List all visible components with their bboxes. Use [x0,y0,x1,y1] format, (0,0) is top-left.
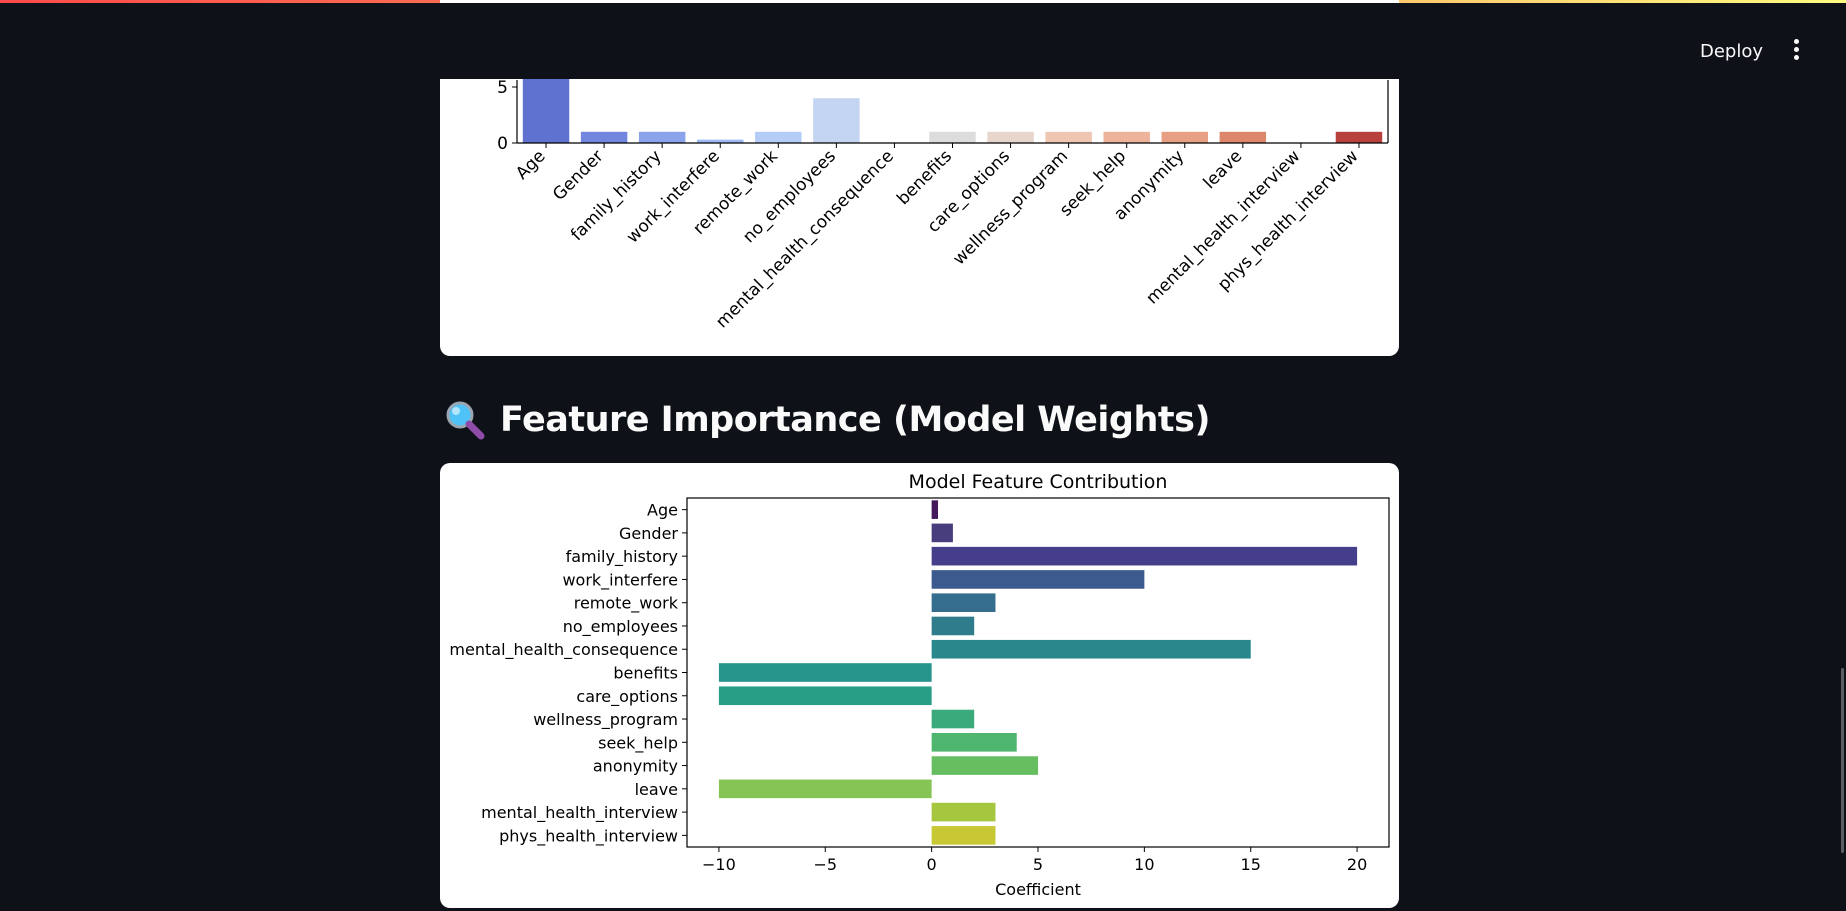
x-tick-label: wellness_program [949,146,1072,269]
bar-phys_health_interview [931,826,996,845]
bar-mental_health_interview [931,802,996,822]
y-tick-label: care_options [576,687,678,707]
x-tick-label: 0 [927,855,937,874]
bar-leave [1219,131,1267,143]
app-header: Deploy [0,3,1846,79]
bar-Gender [931,523,953,543]
y-tick-label: 5 [497,78,508,98]
x-tick-label: −5 [813,855,837,874]
x-tick-label: −10 [702,855,736,874]
bar-benefits [718,663,932,682]
bar-work_interfere [697,139,744,143]
x-tick-label: 15 [1241,855,1261,874]
bar-phys_health_interview [1335,131,1383,143]
y-tick-label: Gender [619,524,678,543]
y-tick-label: remote_work [574,594,679,614]
y-tick-label: mental_health_interview [481,803,678,823]
deploy-button[interactable]: Deploy [1700,41,1764,62]
bar-benefits [929,131,976,143]
y-tick-label: leave [635,780,678,799]
bar-family_history [638,131,686,143]
bar-mental_health_consequence [931,639,1251,659]
bar-anonymity [931,756,1038,775]
y-tick-label: family_history [566,547,678,567]
x-tick-label: 5 [1033,855,1043,874]
bar-anonymity [1161,131,1208,143]
y-tick-label: 0 [497,134,508,154]
section-heading: Feature Importance (Model Weights) [444,392,1210,448]
section-title-text: Feature Importance (Model Weights) [500,400,1210,440]
bar-care_options [987,131,1034,143]
bar-Age [931,500,939,519]
y-tick-label: no_employees [563,617,678,637]
x-tick-label: leave [1200,146,1247,193]
bar-leave [718,779,932,799]
bar-Age [522,70,570,143]
bar-seek_help [931,732,1017,752]
magnifying-glass-icon [446,401,485,440]
y-tick-label: phys_health_interview [499,826,678,846]
chart-title: Model Feature Contribution [909,471,1168,493]
y-tick-label: mental_health_consequence [449,640,678,660]
bar-wellness_program [931,709,975,729]
x-tick-label: Age [512,146,549,183]
bar-remote_work [931,593,996,613]
bar-wellness_program [1045,131,1092,143]
y-tick-label: anonymity [593,757,678,776]
bar-remote_work [755,131,802,143]
y-tick-label: wellness_program [533,710,678,730]
chart-card-model-feature-contribution: Model Feature Contribution Age Gender famil… [440,463,1399,908]
x-tick-label: Gender [549,146,607,204]
y-tick-label: Age [647,501,678,520]
x-tick-label: 20 [1347,855,1367,874]
y-tick-label: seek_help [598,733,678,753]
chart2-svg: Model Feature Contribution Age Gender famil… [449,471,1390,899]
bar-care_options [718,686,932,706]
y-tick-label: work_interfere [562,570,678,590]
bar-Gender [580,131,628,143]
scrollbar[interactable] [1841,668,1844,853]
bar-family_history [931,546,1358,566]
vertical-dots-icon[interactable] [1788,37,1804,65]
bar-seek_help [1103,131,1150,143]
bar-no_employees [813,98,860,143]
chart1-svg: Age Genderfamily_historywork_interfererem… [497,70,1389,332]
x-axis-label: Coefficient [995,880,1081,899]
y-tick-label: benefits [613,664,678,683]
bar-no_employees [931,616,975,636]
bar-work_interfere [931,570,1145,589]
x-tick-label: 10 [1134,855,1154,874]
